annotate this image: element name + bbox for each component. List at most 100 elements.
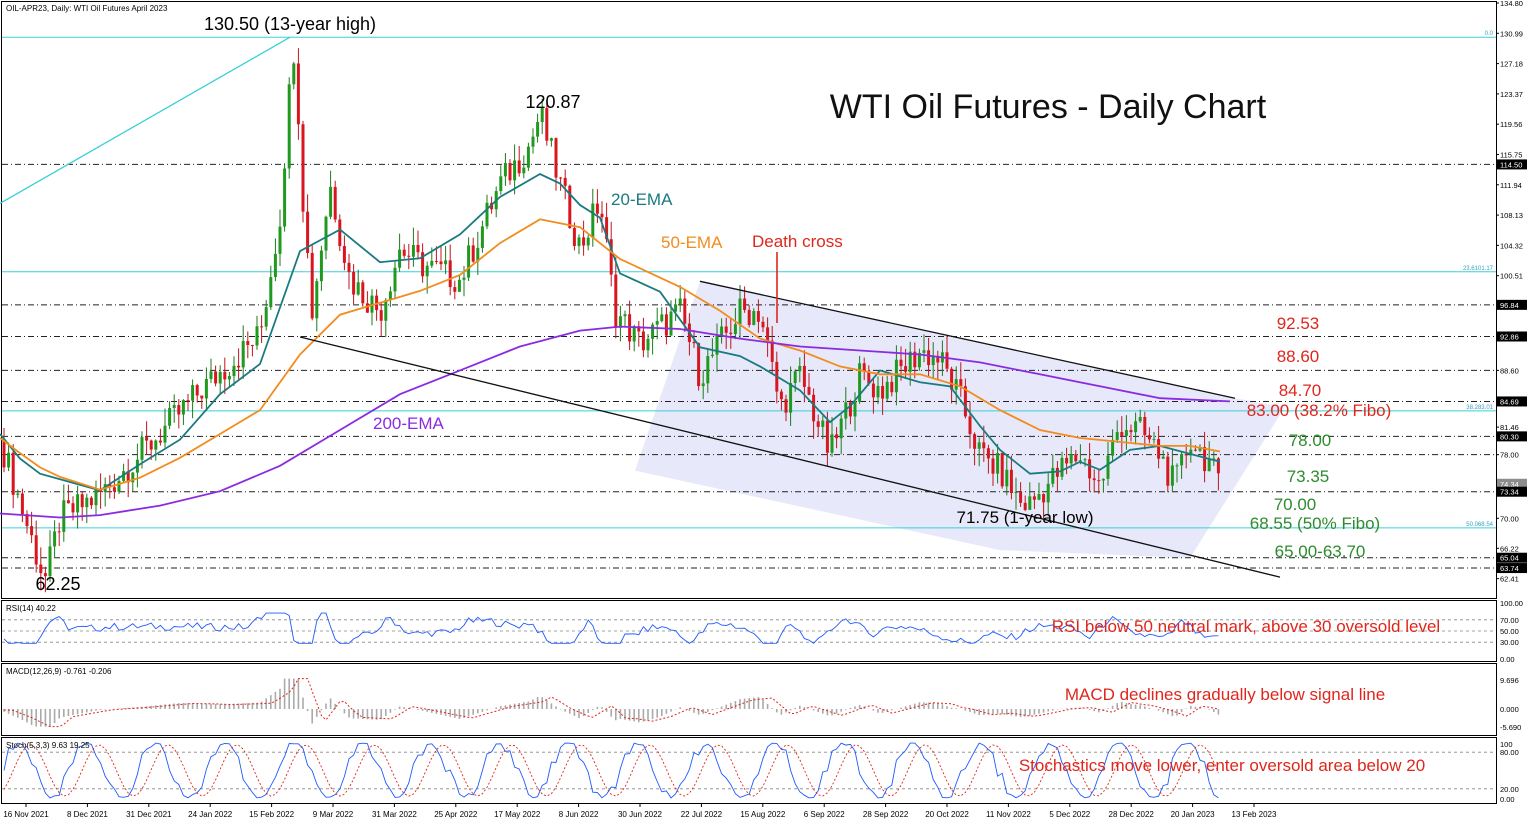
candle-body <box>904 366 908 372</box>
candle-body <box>1216 458 1220 474</box>
stoch-d-line <box>3 744 1219 797</box>
y-tick-label: 100.51 <box>1500 272 1523 281</box>
x-tick-label: 8 Jun 2022 <box>559 810 599 819</box>
candle-body <box>186 400 190 402</box>
label-20-ema: 20-EMA <box>611 190 673 209</box>
candle-body <box>1134 421 1138 433</box>
candle-body <box>614 274 618 328</box>
candle-body <box>986 448 990 459</box>
candle-body <box>1101 478 1105 481</box>
candle-body <box>802 365 806 387</box>
candle-body <box>1138 416 1142 422</box>
candle-body <box>485 202 489 227</box>
price-badge-label: 74.34 <box>1500 480 1519 489</box>
candle-body <box>1074 454 1078 462</box>
candle-body <box>126 471 130 483</box>
candle-body <box>1078 460 1082 462</box>
y-tick-label: 134.80 <box>1500 0 1523 8</box>
candle-body <box>365 303 369 313</box>
candle-body <box>232 365 236 377</box>
date-axis: 16 Nov 2021 8 Dec 2021 31 Dec 2021 24 Jan 2… <box>3 803 1277 819</box>
candle-body <box>908 351 912 372</box>
candle-body <box>204 378 208 399</box>
rsi-y-label: 70.00 <box>1500 616 1519 625</box>
level-68-55-fibo: 68.55 (50% Fibo) <box>1250 514 1380 533</box>
candle-body <box>899 359 903 367</box>
candle-body <box>549 138 553 141</box>
candle-body <box>1065 457 1069 464</box>
rsi-y-label: 0.00 <box>1500 655 1515 664</box>
candle-body <box>835 434 839 439</box>
candle-body <box>140 437 144 460</box>
candle-body <box>195 385 199 396</box>
candle-body <box>600 213 604 218</box>
candle-body <box>591 203 595 238</box>
candle-body <box>444 260 448 265</box>
candle-body <box>1175 465 1179 467</box>
ema-line-50-ema <box>0 218 1221 491</box>
candle-body <box>876 385 880 398</box>
annotation-1-year-low: 71.75 (1-year low) <box>956 508 1093 527</box>
candle-body <box>34 535 38 565</box>
candle-body <box>825 420 829 453</box>
candle-body <box>618 316 622 328</box>
candle-body <box>94 488 98 506</box>
candle-body <box>177 405 181 415</box>
candle-body <box>720 326 724 336</box>
candle-body <box>554 138 558 178</box>
stoch-panel-frame <box>1 737 1497 804</box>
candle-body <box>1009 469 1013 494</box>
candle-body <box>1212 458 1216 460</box>
candle-body <box>379 310 383 321</box>
rsi-note: RSI below 50 neutral mark, above 30 over… <box>1052 617 1440 636</box>
candle-body <box>605 217 609 240</box>
fibonacci-lines: 0.0 23.6101.17 38.283.01 50.068.54 <box>2 31 1496 529</box>
candle-body <box>885 381 889 399</box>
candle-body <box>1152 439 1156 441</box>
x-tick-label: 15 Feb 2022 <box>249 810 294 819</box>
candle-body <box>1014 492 1018 494</box>
candle-body <box>430 260 434 266</box>
candle-body <box>48 546 52 577</box>
candle-body <box>784 399 788 413</box>
level-78: 78.00 <box>1289 431 1332 450</box>
candle-body <box>766 327 770 341</box>
candle-body <box>798 365 802 372</box>
candle-body <box>586 237 590 246</box>
candle-body <box>936 355 940 363</box>
candle-body <box>108 484 112 488</box>
candle-body <box>752 311 756 325</box>
candle-body <box>39 564 43 574</box>
candle-body <box>1042 494 1046 503</box>
x-tick-label: 9 Mar 2022 <box>313 810 354 819</box>
candle-body <box>356 282 360 295</box>
candle-body <box>319 250 323 282</box>
candle-body <box>513 160 517 181</box>
candle-body <box>701 383 705 387</box>
ema-series <box>0 172 1231 519</box>
candle-body <box>416 244 420 253</box>
candle-body <box>655 321 659 325</box>
price-badge <box>1497 563 1527 574</box>
rsi-y-label: 100.00 <box>1500 599 1523 608</box>
level-83-fibo: 83.00 (38.2% Fibo) <box>1247 401 1392 420</box>
candle-body <box>80 494 84 508</box>
price-badge-label: 92.86 <box>1500 332 1519 341</box>
candle-body <box>471 245 475 262</box>
candle-body <box>1147 435 1151 440</box>
price-badge <box>1497 159 1527 170</box>
candle-body <box>1051 467 1055 484</box>
candle-body <box>756 311 760 322</box>
candle-body <box>582 237 586 246</box>
candle-body <box>669 311 673 336</box>
macd-y-label: 0.000 <box>1500 705 1519 714</box>
y-tick-label: 88.60 <box>1500 366 1519 375</box>
candle-body <box>595 203 599 214</box>
candle-body <box>678 298 682 305</box>
rsi-panel-frame <box>1 600 1497 662</box>
y-tick-label: 115.75 <box>1500 150 1522 159</box>
y-tick-label: 78.00 <box>1500 451 1519 460</box>
symbol-label: OIL-APR23, Daily: WTI Oil Futures April … <box>6 4 168 13</box>
candle-body <box>1097 480 1101 482</box>
